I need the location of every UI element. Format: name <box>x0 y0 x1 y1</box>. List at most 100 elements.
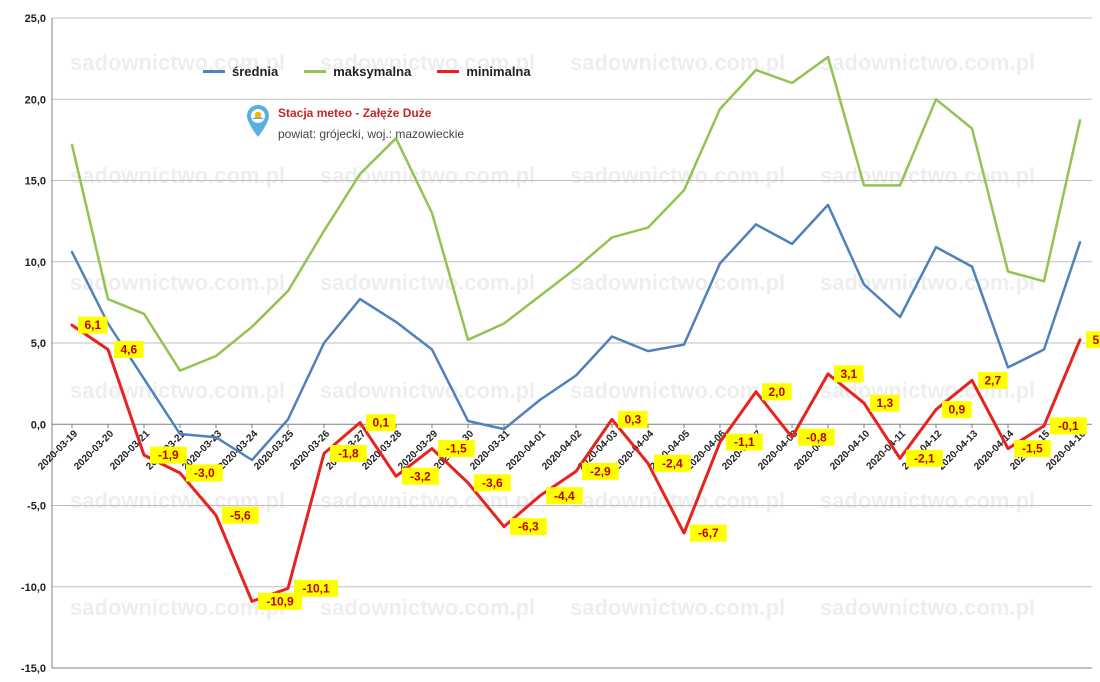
data-label-text: 5,2 <box>1092 333 1100 347</box>
legend-item-maksymalna: maksymalna <box>304 64 411 79</box>
data-label: 3,1 <box>834 365 864 383</box>
watermark-text: sadownictwo.com.pl <box>70 378 285 403</box>
data-label: -1,5 <box>438 440 475 458</box>
data-label-bg <box>726 433 763 451</box>
data-label-bg <box>1050 417 1087 435</box>
watermark-text: sadownictwo.com.pl <box>320 378 535 403</box>
data-label: -2,9 <box>582 462 619 480</box>
data-label: 0,3 <box>618 410 648 428</box>
x-tick-label: 2020-04-16 <box>1044 428 1088 472</box>
y-tick-label: 0,0 <box>31 419 46 431</box>
data-label-bg <box>474 474 511 492</box>
data-label-text: 1,3 <box>876 396 893 410</box>
watermark-text: sadownictwo.com.pl <box>570 50 785 75</box>
watermark-text: sadownictwo.com.pl <box>820 270 1035 295</box>
watermark-text: sadownictwo.com.pl <box>320 50 535 75</box>
data-label-bg <box>366 414 396 432</box>
data-label: -1,9 <box>150 446 187 464</box>
data-label: -0,8 <box>798 428 835 446</box>
data-label: 6,1 <box>78 316 108 334</box>
data-label: 2,0 <box>762 383 792 401</box>
data-label-bg <box>150 446 187 464</box>
data-label: 1,3 <box>870 394 900 412</box>
watermark-text: sadownictwo.com.pl <box>820 488 1035 513</box>
station-subtitle: powiat: grójecki, woj.: mazowieckie <box>278 127 465 141</box>
data-label: -1,1 <box>726 433 763 451</box>
data-label-bg <box>78 316 108 334</box>
data-label-bg <box>690 524 727 542</box>
data-label: -6,3 <box>510 518 547 536</box>
data-label-text: -1,8 <box>338 447 359 461</box>
data-label: 2,7 <box>978 371 1008 389</box>
data-label-bg <box>402 467 439 485</box>
data-label-text: -1,1 <box>734 435 755 449</box>
data-label: -2,4 <box>654 454 691 472</box>
series-line-maksymalna <box>70 55 1082 372</box>
data-label-bg <box>870 394 900 412</box>
data-label-bg <box>294 579 338 597</box>
watermark-text: sadownictwo.com.pl <box>570 378 785 403</box>
watermark-text: sadownictwo.com.pl <box>70 595 285 620</box>
data-label-bg <box>258 592 302 610</box>
data-label-text: -10,9 <box>266 594 294 608</box>
data-label-bg <box>186 464 223 482</box>
y-tick-label: -15,0 <box>21 663 46 675</box>
watermark-text: sadownictwo.com.pl <box>70 163 285 188</box>
data-label-text: -2,9 <box>590 464 611 478</box>
data-label-text: 0,1 <box>372 416 389 430</box>
y-tick-label: 20,0 <box>25 94 46 106</box>
data-label: -6,7 <box>690 524 727 542</box>
y-tick-label: -10,0 <box>21 582 46 594</box>
y-tick-label: 25,0 <box>25 13 46 25</box>
data-label-bg <box>906 449 943 467</box>
watermark-text: sadownictwo.com.pl <box>570 595 785 620</box>
legend-label: średnia <box>232 64 279 79</box>
y-tick-label: 15,0 <box>25 176 46 188</box>
grid-lines <box>52 17 1092 669</box>
data-label-text: -1,5 <box>1022 442 1043 456</box>
legend-swatch <box>304 70 327 73</box>
watermark-layer: sadownictwo.com.pl sadownictwo.com.pl sado… <box>70 50 1035 620</box>
legend-item-minimalna: minimalna <box>437 64 531 79</box>
data-label: -3,6 <box>474 474 511 492</box>
data-label-bg <box>438 440 475 458</box>
data-label-bg <box>762 383 792 401</box>
data-label-text: -1,9 <box>158 448 179 462</box>
station-name: Stacja meteo - Załęże Duże <box>278 106 432 120</box>
data-label-text: -3,6 <box>482 476 503 490</box>
data-label-text: -10,1 <box>302 581 330 595</box>
data-label-text: -2,4 <box>662 456 683 470</box>
data-label-text: -6,3 <box>518 520 539 534</box>
data-label-text: -0,1 <box>1058 419 1079 433</box>
watermark-text: sadownictwo.com.pl <box>820 163 1035 188</box>
data-label-bg <box>546 487 583 505</box>
watermark-text: sadownictwo.com.pl <box>320 163 535 188</box>
watermark-text: sadownictwo.com.pl <box>570 488 785 513</box>
y-tick-label: 10,0 <box>25 257 46 269</box>
data-label-text: 0,3 <box>624 412 641 426</box>
legend-label: minimalna <box>466 64 531 79</box>
data-label: 4,6 <box>114 341 144 358</box>
watermark-text: sadownictwo.com.pl <box>820 595 1035 620</box>
watermark-text: sadownictwo.com.pl <box>320 595 535 620</box>
series-line-srednia <box>70 203 1082 462</box>
data-label-bg <box>978 371 1008 389</box>
data-label-bg <box>222 506 259 524</box>
watermark-text: sadownictwo.com.pl <box>820 50 1035 75</box>
station-text: Stacja meteo - Załęże Duże powiat: gróje… <box>278 104 464 141</box>
data-label: -10,1 <box>294 579 338 597</box>
watermark-text: sadownictwo.com.pl <box>570 163 785 188</box>
data-label-bg <box>798 428 835 446</box>
data-label: -1,8 <box>330 445 367 462</box>
data-label-bg <box>582 462 619 480</box>
legend-item-srednia: średnia <box>203 64 278 79</box>
data-label-bg <box>618 410 648 428</box>
data-label-text: -6,7 <box>698 526 719 540</box>
data-label: -5,6 <box>222 506 259 524</box>
data-label-text: -1,5 <box>446 442 467 456</box>
data-label: -3,2 <box>402 467 439 485</box>
data-label-text: -4,4 <box>554 489 575 503</box>
data-label: 0,1 <box>366 414 396 432</box>
data-label-text: 0,9 <box>948 403 965 417</box>
